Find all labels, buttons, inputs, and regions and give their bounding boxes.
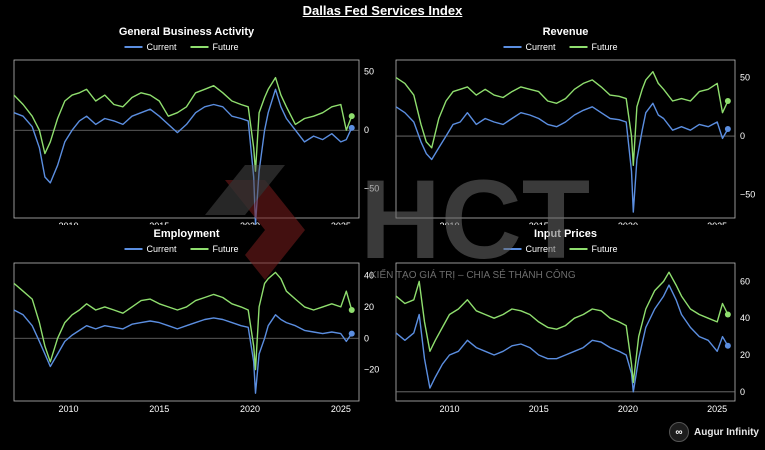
- revenue-y-tick-neg50: −50: [740, 190, 755, 200]
- employment-x-tick-2015: 2015: [149, 404, 169, 414]
- employment-x-tick-2010: 2010: [58, 404, 78, 414]
- input-prices-legend-label-current: Current: [526, 244, 557, 254]
- input-prices-x-tick-2015: 2015: [529, 404, 549, 414]
- employment-title: Employment: [153, 228, 219, 240]
- input-prices-x-tick-2020: 2020: [618, 404, 638, 414]
- employment-y-tick-0: 0: [364, 333, 369, 343]
- input-prices-x-tick-2010: 2010: [440, 404, 460, 414]
- brand-name: Augur Infinity: [694, 426, 759, 438]
- input-prices-y-tick-40: 40: [740, 313, 750, 323]
- revenue-series-current: [395, 102, 729, 213]
- input-prices-y-tick-20: 20: [740, 350, 750, 360]
- panel-revenue: RevenueCurrentFuture2010201520202025−500…: [382, 20, 765, 231]
- input-prices-y-tick-60: 60: [740, 276, 750, 286]
- employment-legend-label-future: Future: [213, 244, 239, 254]
- employment-legend-label-current: Current: [147, 244, 178, 254]
- general-business-activity-series-current: [13, 88, 353, 225]
- input-prices-legend-label-future: Future: [592, 244, 618, 254]
- revenue-legend-label-current: Current: [526, 42, 557, 52]
- main-title: Dallas Fed Services Index: [302, 3, 463, 18]
- revenue-title: Revenue: [543, 26, 589, 38]
- general-business-activity-plot-frame: [13, 59, 360, 219]
- employment-x-tick-2025: 2025: [331, 404, 351, 414]
- revenue-legend-label-future: Future: [592, 42, 618, 52]
- panel-input-prices: Input Prices Current Future 2010 2015 2020 202…: [382, 222, 765, 417]
- revenue-y-tick-50: 50: [740, 73, 750, 83]
- employment-endpoint-future: [348, 307, 355, 314]
- general-business-activity-title: General Business Activity: [119, 26, 255, 38]
- general-business-activity-legend-label-future: Future: [213, 42, 239, 52]
- employment-y-tick-neg20: −20: [364, 365, 379, 375]
- general-business-activity-legend-label-current: Current: [147, 42, 178, 52]
- input-prices-x-tick-2025: 2025: [707, 404, 727, 414]
- input-prices-plot-frame: [395, 262, 736, 402]
- brand-mark: ∞ Augur Infinity: [669, 422, 759, 442]
- revenue-endpoint-current: [724, 126, 731, 133]
- input-prices-endpoint-current: [724, 342, 731, 349]
- employment-series-current: [13, 309, 353, 394]
- general-business-activity-endpoint-future: [348, 113, 355, 120]
- employment-y-tick-40: 40: [364, 271, 374, 281]
- general-business-activity-series-future: [13, 76, 353, 172]
- employment-y-tick-20: 20: [364, 302, 374, 312]
- employment-plot-frame: [13, 262, 360, 402]
- general-business-activity-y-tick-neg50: −50: [364, 184, 379, 194]
- input-prices-title: Input Prices: [534, 228, 597, 240]
- revenue-y-tick-0: 0: [740, 131, 745, 141]
- input-prices-endpoint-future: [724, 311, 731, 318]
- general-business-activity-endpoint-current: [348, 124, 355, 131]
- revenue-series-future: [395, 71, 729, 166]
- revenue-plot-frame: [395, 59, 736, 219]
- general-business-activity-y-tick-0: 0: [364, 125, 369, 135]
- employment-x-tick-2020: 2020: [240, 404, 260, 414]
- input-prices-y-tick-0: 0: [740, 387, 745, 397]
- revenue-chart: RevenueCurrentFuture2010201520202025−500…: [395, 26, 755, 231]
- employment-series-future: [13, 271, 353, 371]
- input-prices-series-future: [395, 271, 729, 384]
- revenue-endpoint-future: [724, 97, 731, 104]
- input-prices-series-current: [395, 284, 729, 393]
- infinity-icon: ∞: [669, 422, 689, 442]
- general-business-activity-y-tick-50: 50: [364, 67, 374, 77]
- panel-general-business-activity: General Business ActivityCurrentFuture20…: [0, 20, 382, 231]
- employment-endpoint-current: [348, 330, 355, 337]
- employment-chart: Employment Current Future 2010 2015 2020 2025 −…: [13, 228, 379, 414]
- general-business-activity-chart: General Business ActivityCurrentFuture20…: [13, 26, 379, 231]
- panel-employment: Employment Current Future 2010 2015 2020 2025 −…: [0, 222, 382, 417]
